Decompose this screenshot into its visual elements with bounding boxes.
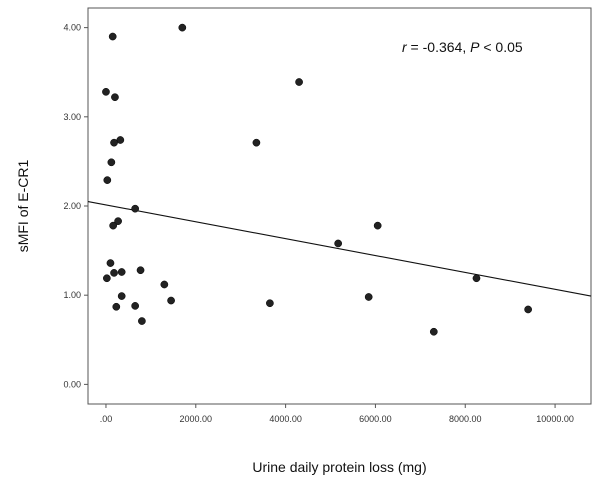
data-point [107,158,116,167]
y-tick-label: 0.00 [63,379,81,389]
data-point [524,305,532,314]
data-points [102,23,532,336]
data-point [364,293,373,301]
r-symbol: r [402,39,408,55]
data-point [252,138,261,147]
data-point [117,268,126,276]
correlation-annotation: r = -0.364, P < 0.05 [402,39,523,55]
data-point [131,302,140,310]
x-tick-label: 6000.00 [359,414,392,424]
y-tick-label: 3.00 [63,112,81,122]
data-point [103,274,111,283]
data-point [109,221,118,230]
data-point [114,217,122,226]
data-point [334,239,343,248]
y-tick-label: 2.00 [63,201,81,211]
x-tick-label: 8000.00 [449,414,482,424]
data-point [167,296,175,305]
data-point [178,23,187,32]
data-point [102,87,110,96]
data-point [266,299,274,308]
data-point [110,269,118,277]
p-symbol: P [470,39,480,55]
y-tick-label: 4.00 [63,23,81,33]
x-axis-title: Urine daily protein loss (mg) [252,459,426,475]
data-point [136,266,145,275]
x-tick-label: 2000.00 [180,414,213,424]
data-point [295,78,303,86]
data-point [111,93,119,102]
data-point [138,317,146,325]
y-axis-ticks: 0.00 1.00 2.00 3.00 4.00 [63,23,88,389]
r-value: = -0.364, [407,39,470,55]
data-point [160,280,169,289]
data-point [108,32,117,41]
data-point [112,302,121,311]
data-point [110,138,118,147]
data-point [103,176,112,184]
regression-line [87,201,592,297]
data-point [472,274,481,283]
data-point [117,292,126,300]
data-point [429,327,438,336]
y-tick-label: 1.00 [63,290,81,300]
data-point [131,204,140,213]
y-axis-title: sMFI of E-CR1 [15,160,31,253]
data-point [373,221,382,230]
x-tick-label: .00 [100,414,113,424]
x-axis-ticks: .00 2000.00 4000.00 6000.00 8000.00 10000.00 [100,404,574,424]
plot-frame [87,7,592,405]
p-value: < 0.05 [479,39,522,55]
x-tick-label: 10000.00 [536,414,574,424]
x-tick-label: 4000.00 [269,414,302,424]
data-point [106,259,115,267]
